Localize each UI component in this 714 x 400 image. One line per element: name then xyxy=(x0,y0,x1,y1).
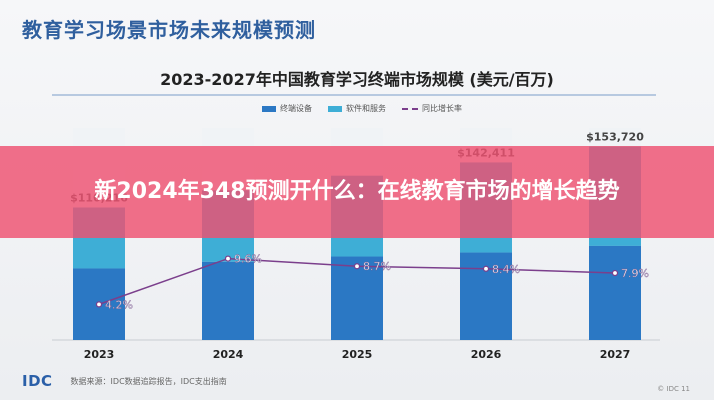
idc-logo: IDC xyxy=(22,372,53,390)
legend-item-growth: 同比增长率 xyxy=(402,103,462,114)
growth-point-2026 xyxy=(482,265,490,272)
growth-label-2027: 7.9% xyxy=(621,267,649,280)
source-note: 数据来源：IDC数据追踪报告，IDC支出指南 xyxy=(70,376,227,386)
x-tick-2026: 2026 xyxy=(471,348,502,361)
legend-label-hardware: 终端设备 xyxy=(280,104,312,113)
growth-point-2023 xyxy=(95,301,103,308)
legend-item-software: 软件和服务 xyxy=(328,103,386,114)
legend-swatch-hardware xyxy=(262,105,276,112)
total-label-2027: $153,720 xyxy=(586,131,644,144)
x-tick-2023: 2023 xyxy=(84,348,115,361)
growth-point-2024 xyxy=(224,255,232,262)
growth-label-2024: 9.6% xyxy=(234,253,262,266)
legend-label-growth: 同比增长率 xyxy=(422,104,462,113)
page-mark: © IDC 11 xyxy=(657,385,690,393)
bar-top-2027 xyxy=(589,128,641,147)
growth-label-2026: 8.4% xyxy=(492,263,520,276)
growth-label-2023: 4.2% xyxy=(105,298,133,311)
bar-hardware-2025 xyxy=(331,256,383,340)
footer: IDC 数据来源：IDC数据追踪报告，IDC支出指南 xyxy=(22,372,227,390)
title-divider xyxy=(52,94,656,96)
growth-label-2025: 8.7% xyxy=(363,260,391,273)
headline-text: 新2024年348预测开什么：在线教育市场的增长趋势 xyxy=(94,179,620,204)
headline-banner: 新2024年348预测开什么：在线教育市场的增长趋势 xyxy=(0,146,714,238)
bar-hardware-2027 xyxy=(589,245,641,340)
growth-point-2027 xyxy=(611,269,619,277)
growth-point-2025 xyxy=(353,263,361,270)
legend-label-software: 软件和服务 xyxy=(346,104,386,113)
x-tick-2025: 2025 xyxy=(342,348,373,361)
chart-title: 2023-2027年中国教育学习终端市场规模 (美元/百万) xyxy=(160,70,554,89)
x-tick-2027: 2027 xyxy=(600,348,631,361)
chart-legend: 终端设备 软件和服务 同比增长率 xyxy=(262,103,462,114)
slide-title: 教育学习场景市场未来规模预测 xyxy=(22,18,316,42)
legend-swatch-software xyxy=(328,105,342,112)
legend-swatch-growth xyxy=(402,107,418,110)
bar-hardware-2024 xyxy=(202,261,254,340)
x-tick-2024: 2024 xyxy=(213,348,244,361)
legend-item-hardware: 终端设备 xyxy=(262,103,312,114)
